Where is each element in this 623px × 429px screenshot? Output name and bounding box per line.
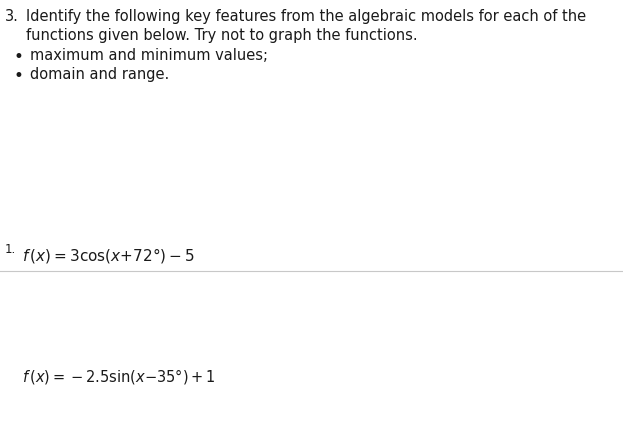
Text: maximum and minimum values;: maximum and minimum values;	[30, 48, 268, 63]
Text: 1.: 1.	[5, 243, 16, 256]
Text: functions given below. Try not to graph the functions.: functions given below. Try not to graph …	[26, 28, 417, 43]
Text: $\it{f}\,\mathrm{(}\it{x}\mathrm{)=-2.5sin(}\it{x}\mathrm{-35°)+1}$: $\it{f}\,\mathrm{(}\it{x}\mathrm{)=-2.5s…	[22, 367, 216, 386]
Text: 3.: 3.	[5, 9, 19, 24]
Text: •: •	[14, 67, 24, 85]
Text: Identify the following key features from the algebraic models for each of the: Identify the following key features from…	[26, 9, 586, 24]
Text: domain and range.: domain and range.	[30, 67, 169, 82]
Text: •: •	[14, 48, 24, 66]
Text: $\it{f}\,\mathrm{(}\it{x}\mathrm{)=3cos(}\it{x}\mathrm{+72°)-5}$: $\it{f}\,\mathrm{(}\it{x}\mathrm{)=3cos(…	[22, 246, 194, 265]
